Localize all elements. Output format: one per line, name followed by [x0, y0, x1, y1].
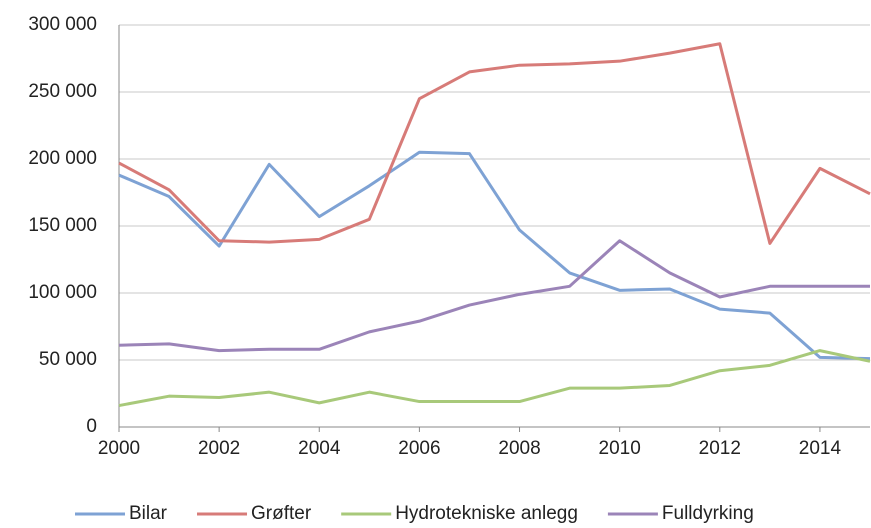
y-tick-label: 300 000 [28, 14, 97, 35]
x-tick-label: 2006 [398, 438, 440, 459]
series-line [118, 349, 871, 408]
y-tick-label: 150 000 [28, 215, 97, 236]
x-tick-label: 2002 [198, 438, 240, 459]
series-line [118, 150, 871, 361]
x-tick-label: 2014 [799, 438, 842, 459]
legend-label: Bilar [129, 503, 168, 524]
legend-label: Fulldyrking [662, 503, 754, 524]
y-tick-label: 0 [86, 416, 97, 437]
x-tick-label: 2004 [298, 438, 341, 459]
y-tick-label: 50 000 [39, 349, 97, 370]
x-tick-label: 2012 [699, 438, 741, 459]
x-tick-label: 2010 [599, 438, 641, 459]
series-line [118, 239, 870, 353]
legend-label: Hydrotekniske anlegg [395, 503, 578, 524]
series-line [118, 42, 871, 245]
x-tick-label: 2000 [98, 438, 140, 459]
y-tick-label: 100 000 [28, 282, 97, 303]
y-tick-label: 250 000 [28, 81, 97, 102]
y-tick-label: 200 000 [28, 148, 97, 169]
x-tick-label: 2008 [498, 438, 540, 459]
legend-label: Grøfter [251, 503, 312, 524]
